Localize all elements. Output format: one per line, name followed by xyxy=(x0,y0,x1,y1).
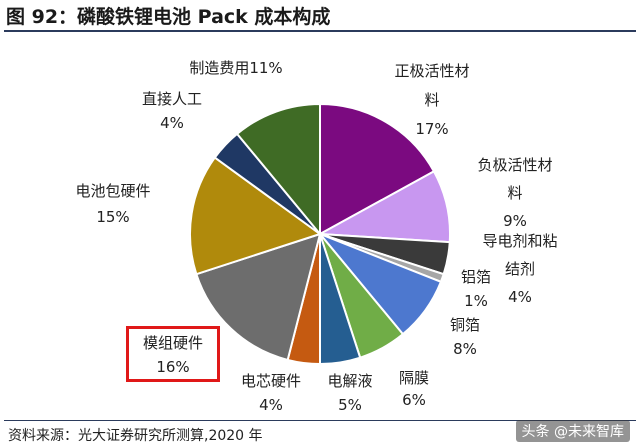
title-divider xyxy=(4,30,636,32)
slice-label-line: 料 xyxy=(424,91,439,109)
slice-label-line: 5% xyxy=(338,396,362,414)
slice-label-6: 隔膜 6% xyxy=(399,369,429,409)
slice-label-line: 料 xyxy=(507,184,522,202)
pie-slice-12 xyxy=(235,102,321,237)
slice-label-5: 铜箔 8% xyxy=(450,316,480,358)
slice-label-line: 正极活性材 xyxy=(394,62,469,80)
slice-label-line: 导电剂和粘 xyxy=(482,232,557,250)
slice-label-11: 直接人工 4% xyxy=(142,90,202,132)
slice-label-line: 8% xyxy=(453,340,477,358)
slice-label-line: 17% xyxy=(415,120,448,138)
slice-label-9: 模组硬件 16% xyxy=(143,334,203,376)
source-note: 资料来源：光大证券研究所测算,2020 年 xyxy=(8,428,263,444)
slice-label-line: 1% xyxy=(464,292,488,310)
slice-label-line: 直接人工 xyxy=(142,90,202,108)
slice-label-line: 电芯硬件 xyxy=(241,372,301,390)
slice-label-line: 9% xyxy=(503,212,527,230)
slice-label-line: 16% xyxy=(156,358,189,376)
slice-label-line: 电解液 xyxy=(327,372,372,390)
highlight-box-module-hardware xyxy=(126,326,220,382)
pie-slice-1 xyxy=(319,102,436,236)
slice-label-7: 电解液 5% xyxy=(327,372,372,414)
footer-divider xyxy=(4,420,636,421)
slice-label-4: 铝箔 1% xyxy=(461,268,491,310)
slice-label-8: 电芯硬件 4% xyxy=(241,372,301,414)
slice-label-line: 4% xyxy=(259,396,283,414)
slice-label-line: 15% xyxy=(96,208,129,226)
slice-label-line: 4% xyxy=(160,114,184,132)
slice-label-10: 电池包硬件 15% xyxy=(75,182,150,226)
slice-label-line: 制造费用11% xyxy=(189,59,282,77)
slice-label-12: 制造费用11% xyxy=(189,59,282,77)
slice-label-line: 电池包硬件 xyxy=(75,182,150,200)
watermark: 头条 @未来智库 xyxy=(515,420,630,442)
slice-label-line: 负极活性材 xyxy=(477,156,552,174)
slice-label-line: 结剂 xyxy=(505,260,535,278)
pie-slice-9 xyxy=(195,232,322,362)
pie-slice-10 xyxy=(189,156,323,276)
chart-title: 图 92：磷酸铁锂电池 Pack 成本构成 xyxy=(6,6,331,28)
slice-label-1: 正极活性材料 17% xyxy=(394,62,469,138)
slice-label-line: 模组硬件 xyxy=(143,334,203,352)
slice-label-line: 隔膜 xyxy=(399,369,429,387)
slice-label-2: 负极活性材料 9% xyxy=(477,156,552,230)
slice-label-line: 4% xyxy=(508,288,532,306)
slice-label-line: 铝箔 xyxy=(461,268,491,286)
slice-label-line: 铜箔 xyxy=(450,316,480,334)
slice-label-3: 导电剂和粘结剂 4% xyxy=(482,232,557,306)
slice-label-line: 6% xyxy=(402,391,426,409)
